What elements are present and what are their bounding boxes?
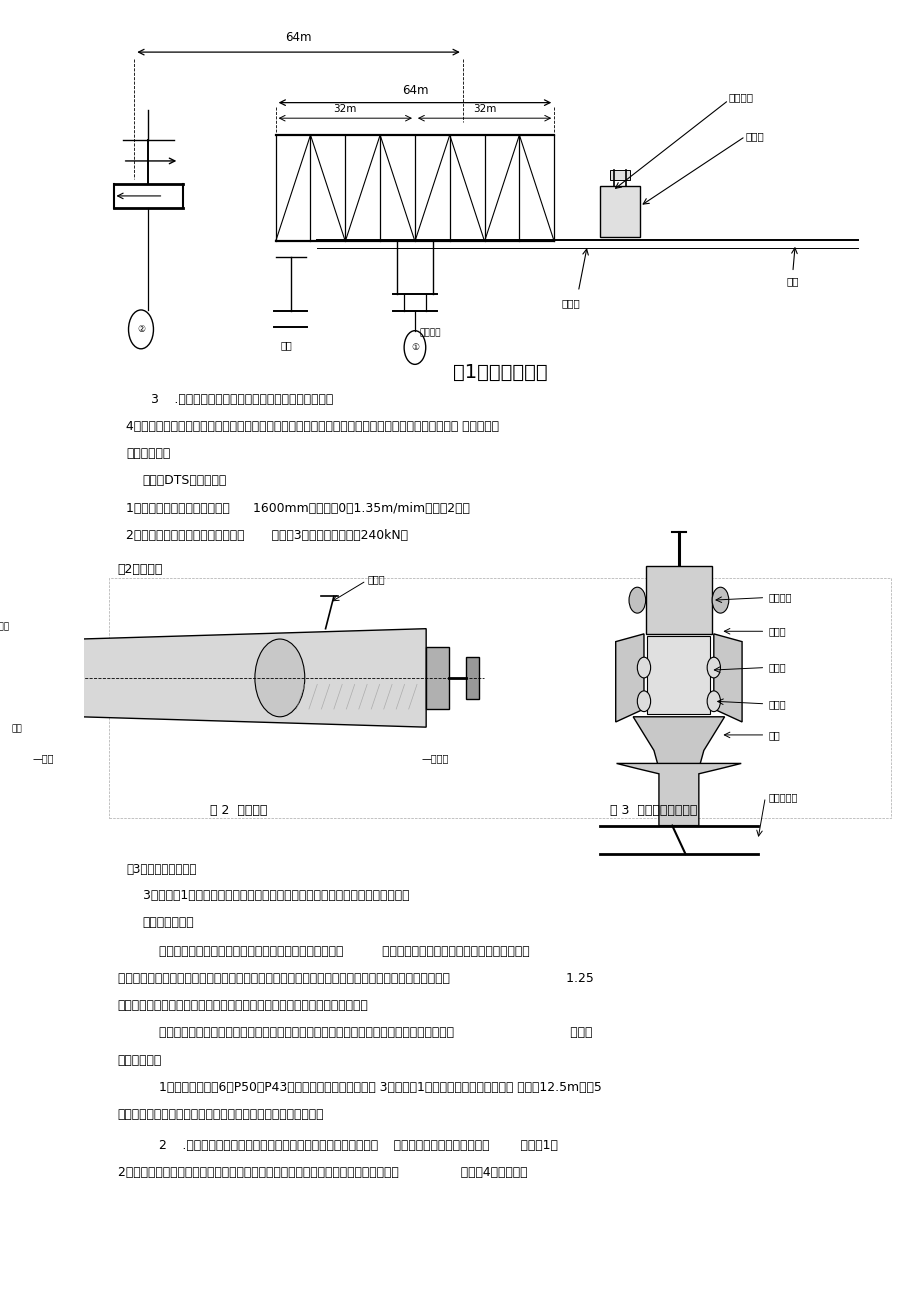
Polygon shape bbox=[713, 634, 742, 722]
Text: 连接杆: 连接杆 bbox=[0, 622, 9, 631]
Circle shape bbox=[707, 691, 720, 712]
Bar bbox=[425, 647, 449, 709]
Text: 下滑道钢轨: 下滑道钢轨 bbox=[768, 792, 797, 802]
Bar bbox=[466, 657, 479, 699]
Text: 图 2  顶推油缸: 图 2 顶推油缸 bbox=[210, 803, 267, 816]
Text: 控制台: 控制台 bbox=[744, 132, 764, 141]
Text: （一）DTS型顶推设备: （一）DTS型顶推设备 bbox=[142, 475, 227, 488]
Text: ①: ① bbox=[411, 343, 418, 352]
Text: 3．泵站：1人操作，顶推、锚固集中控制。泵站放在特制的小车上，随梁前称。: 3．泵站：1人操作，顶推、锚固集中控制。泵站放在特制的小车上，随梁前称。 bbox=[142, 889, 409, 902]
Polygon shape bbox=[616, 763, 741, 825]
Text: 注油口: 注油口 bbox=[367, 575, 384, 584]
Text: 2层方木，方木顶面再垫一层钢板，然后将其放在下弦节点下，用螺栓固定在大节点上                （见图4），般形板: 2层方木，方木顶面再垫一层钢板，然后将其放在下弦节点下，用螺栓固定在大节点上 （… bbox=[118, 1166, 527, 1179]
Text: （二）滑道装置: （二）滑道装置 bbox=[142, 917, 194, 930]
Text: 4．整个顶推分成桥头移动、悬臂顶推和半浮顶推三个阶段，在悬臂顶推阶段要注意及时拆除悬出的上 滑道装置。: 4．整个顶推分成桥头移动、悬臂顶推和半浮顶推三个阶段，在悬臂顶推阶段要注意及时拆… bbox=[126, 420, 498, 433]
Circle shape bbox=[255, 639, 304, 717]
Polygon shape bbox=[615, 634, 643, 722]
Text: ②: ② bbox=[137, 325, 145, 334]
Bar bbox=[599, 185, 639, 237]
Text: 64m: 64m bbox=[402, 85, 427, 98]
Text: 无需加宽路基，也不必加长墩、台顶上的滑道。采用后者时，要求墩顶滑道至少要加长至桁梁节间长的                              1.25: 无需加宽路基，也不必加长墩、台顶上的滑道。采用后者时，要求墩顶滑道至少要加长至桁… bbox=[118, 971, 593, 985]
Text: 图2顶推油缸: 图2顶推油缸 bbox=[118, 562, 163, 575]
Circle shape bbox=[707, 657, 720, 678]
Text: 3    .浮墩随着梁的顶进而前移，其方向用缆绳控制。: 3 .浮墩随着梁的顶进而前移，其方向用缆绳控制。 bbox=[151, 393, 333, 406]
Text: 转动铰: 转动铰 bbox=[768, 626, 786, 636]
Text: 图 3  液压钳臂式锚固器: 图 3 液压钳臂式锚固器 bbox=[609, 803, 697, 816]
Text: —连接部: —连接部 bbox=[422, 754, 448, 763]
Text: 1．顶推油缸：两缸，最大行程      1600mm技术速度0～1.35m/mim（见图2）。: 1．顶推油缸：两缸，最大行程 1600mm技术速度0～1.35m/mim（见图2… bbox=[126, 502, 470, 515]
Text: 图3液压钳臂式锚固器: 图3液压钳臂式锚固器 bbox=[126, 863, 196, 876]
Circle shape bbox=[637, 657, 650, 678]
Circle shape bbox=[637, 691, 650, 712]
Text: 滑道形式有上滑道连续和下滑道连续两种，前者工程量大，耗用材料多，费工费时，成本也                              较高，: 滑道形式有上滑道连续和下滑道连续两种，前者工程量大，耗用材料多，费工费时，成本也… bbox=[159, 1026, 592, 1039]
Polygon shape bbox=[80, 629, 425, 728]
Text: 五、主要设备: 五、主要设备 bbox=[126, 447, 170, 460]
Text: 1．下滑道：铺设6根P50或P43钢轨作为连续滑道，每桁下 3根，中间1根兼作顶推设备锚固轨，此 轨上每12.5m安设5: 1．下滑道：铺设6根P50或P43钢轨作为连续滑道，每桁下 3根，中间1根兼作顶… bbox=[159, 1081, 601, 1094]
Text: 压板: 压板 bbox=[11, 725, 22, 734]
Text: 滑动装置: 滑动装置 bbox=[419, 329, 440, 338]
Text: 64m: 64m bbox=[285, 31, 312, 44]
Text: 滑道: 滑道 bbox=[786, 276, 799, 287]
Circle shape bbox=[711, 587, 728, 613]
Text: 32m: 32m bbox=[472, 104, 495, 115]
Text: 锚固器: 锚固器 bbox=[561, 299, 580, 308]
Polygon shape bbox=[27, 639, 44, 717]
Circle shape bbox=[629, 587, 645, 613]
Text: 个楔形防爬器，以承受锚固器的顶推反力。整个滑道与桁等宽。: 个楔形防爬器，以承受锚固器的顶推反力。整个滑道与桁等宽。 bbox=[118, 1108, 323, 1121]
Text: 图1半浮顶推原理: 图1半浮顶推原理 bbox=[452, 363, 547, 382]
Text: 顶推油缸: 顶推油缸 bbox=[728, 93, 753, 103]
Text: 故用为较少。: 故用为较少。 bbox=[118, 1054, 162, 1067]
Text: 传力管: 传力管 bbox=[768, 662, 786, 673]
Text: 滑道可以布置在纵梁下，也可布置在主桁下弦节点下面。          一般多采用前者，这是因为其稳定性已足够，: 滑道可以布置在纵梁下，也可布置在主桁下弦节点下面。 一般多采用前者，这是因为其稳… bbox=[159, 945, 529, 958]
Polygon shape bbox=[632, 717, 724, 768]
Text: 2．锚固器：两套，采用液压钳臂式       （见图3），最大锚固力为240kN。: 2．锚固器：两套，采用液压钳臂式 （见图3），最大锚固力为240kN。 bbox=[126, 529, 408, 542]
Text: 2    .上滑道：着重介绍断续式，它设在钢桁梁下弦的大节点处，    做法是：用钢板焊一般形板，        板上垫1～: 2 .上滑道：着重介绍断续式，它设在钢桁梁下弦的大节点处， 做法是：用钢板焊一般… bbox=[159, 1140, 558, 1153]
Text: 楔口: 楔口 bbox=[768, 730, 779, 739]
Text: 转动铰: 转动铰 bbox=[768, 699, 786, 709]
Bar bbox=[647, 636, 709, 715]
Text: —活塞: —活塞 bbox=[33, 754, 54, 763]
Text: 倍，这就要求中间通过的桥墩前后设置庞大的托架，费时费料，故很少选用。: 倍，这就要求中间通过的桥墩前后设置庞大的托架，费时费料，故很少选用。 bbox=[118, 999, 369, 1012]
Text: 32m: 32m bbox=[334, 104, 357, 115]
Text: 液压油缸: 液压油缸 bbox=[768, 592, 791, 602]
Bar bbox=[609, 170, 630, 180]
Text: 浮墩: 浮墩 bbox=[280, 340, 292, 349]
Bar bbox=[645, 566, 711, 634]
